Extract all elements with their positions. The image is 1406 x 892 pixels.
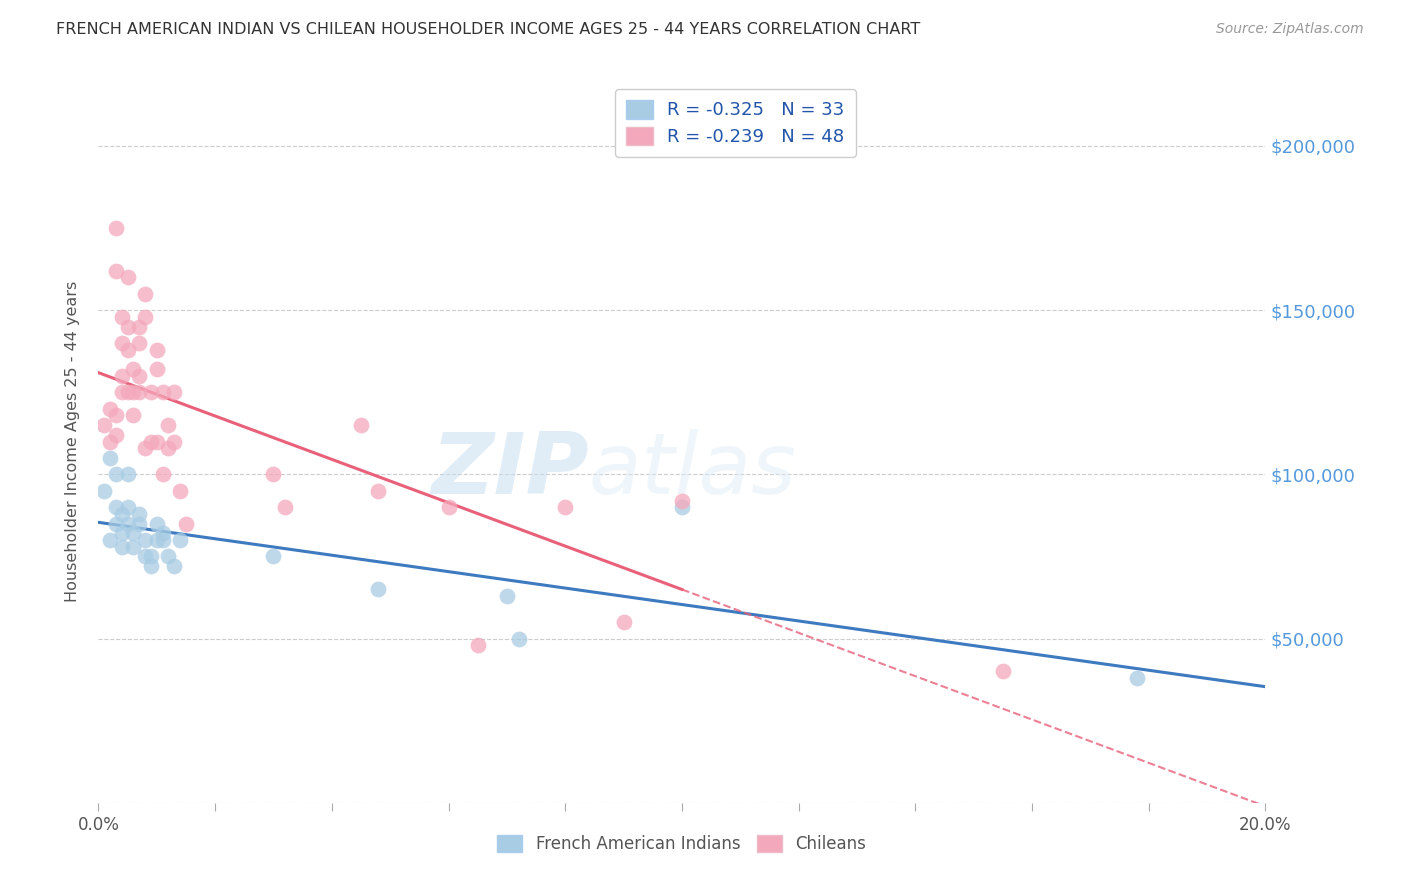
Point: [117, 500, 139, 515]
Text: Source: ZipAtlas.com: Source: ZipAtlas.com: [1216, 22, 1364, 37]
Point: [157, 418, 180, 433]
Point: [350, 418, 373, 433]
Point: [991, 665, 1014, 679]
Point: [122, 409, 145, 423]
Point: [117, 319, 139, 334]
Point: [128, 319, 150, 334]
Point: [117, 516, 139, 531]
Point: [93, 418, 115, 433]
Point: [104, 500, 127, 515]
Point: [134, 286, 156, 301]
Point: [262, 467, 284, 482]
Point: [139, 549, 162, 564]
Point: [146, 533, 169, 547]
Point: [122, 526, 145, 541]
Point: [139, 559, 162, 574]
Point: [128, 516, 150, 531]
Point: [146, 516, 169, 531]
Point: [111, 336, 134, 351]
Point: [139, 385, 162, 400]
Point: [111, 310, 134, 324]
Legend: French American Indians, Chileans: French American Indians, Chileans: [491, 828, 873, 860]
Point: [117, 385, 139, 400]
Point: [152, 533, 174, 547]
Point: [134, 549, 156, 564]
Point: [163, 385, 186, 400]
Point: [104, 264, 127, 278]
Point: [1126, 671, 1149, 685]
Point: [134, 441, 156, 455]
Point: [98, 401, 121, 416]
Point: [122, 362, 145, 376]
Point: [139, 434, 162, 449]
Point: [128, 336, 150, 351]
Point: [104, 428, 127, 442]
Point: [104, 409, 127, 423]
Point: [111, 540, 134, 554]
Point: [93, 483, 115, 498]
Point: [146, 362, 169, 376]
Y-axis label: Householder Income Ages 25 - 44 years: Householder Income Ages 25 - 44 years: [65, 281, 80, 602]
Point: [163, 434, 186, 449]
Point: [117, 270, 139, 285]
Text: FRENCH AMERICAN INDIAN VS CHILEAN HOUSEHOLDER INCOME AGES 25 - 44 YEARS CORRELAT: FRENCH AMERICAN INDIAN VS CHILEAN HOUSEH…: [56, 22, 921, 37]
Point: [437, 500, 460, 515]
Point: [157, 549, 180, 564]
Point: [98, 450, 121, 465]
Point: [612, 615, 634, 630]
Point: [134, 310, 156, 324]
Point: [163, 559, 186, 574]
Point: [174, 516, 197, 531]
Point: [104, 516, 127, 531]
Point: [134, 533, 156, 547]
Point: [104, 221, 127, 235]
Point: [111, 507, 134, 521]
Point: [146, 343, 169, 357]
Point: [157, 441, 180, 455]
Point: [508, 632, 530, 646]
Point: [367, 483, 389, 498]
Point: [128, 368, 150, 383]
Point: [671, 493, 693, 508]
Point: [117, 467, 139, 482]
Point: [262, 549, 284, 564]
Point: [169, 533, 191, 547]
Point: [152, 467, 174, 482]
Point: [98, 533, 121, 547]
Point: [671, 500, 693, 515]
Point: [128, 507, 150, 521]
Point: [104, 467, 127, 482]
Point: [152, 526, 174, 541]
Point: [496, 589, 519, 603]
Point: [98, 434, 121, 449]
Point: [146, 434, 169, 449]
Point: [467, 638, 489, 652]
Point: [111, 526, 134, 541]
Point: [152, 385, 174, 400]
Point: [122, 385, 145, 400]
Text: ZIP: ZIP: [430, 429, 589, 512]
Point: [122, 540, 145, 554]
Point: [274, 500, 297, 515]
Point: [111, 368, 134, 383]
Point: [367, 582, 389, 597]
Point: [128, 385, 150, 400]
Point: [554, 500, 576, 515]
Point: [117, 343, 139, 357]
Point: [169, 483, 191, 498]
Point: [111, 385, 134, 400]
Text: atlas: atlas: [589, 429, 797, 512]
